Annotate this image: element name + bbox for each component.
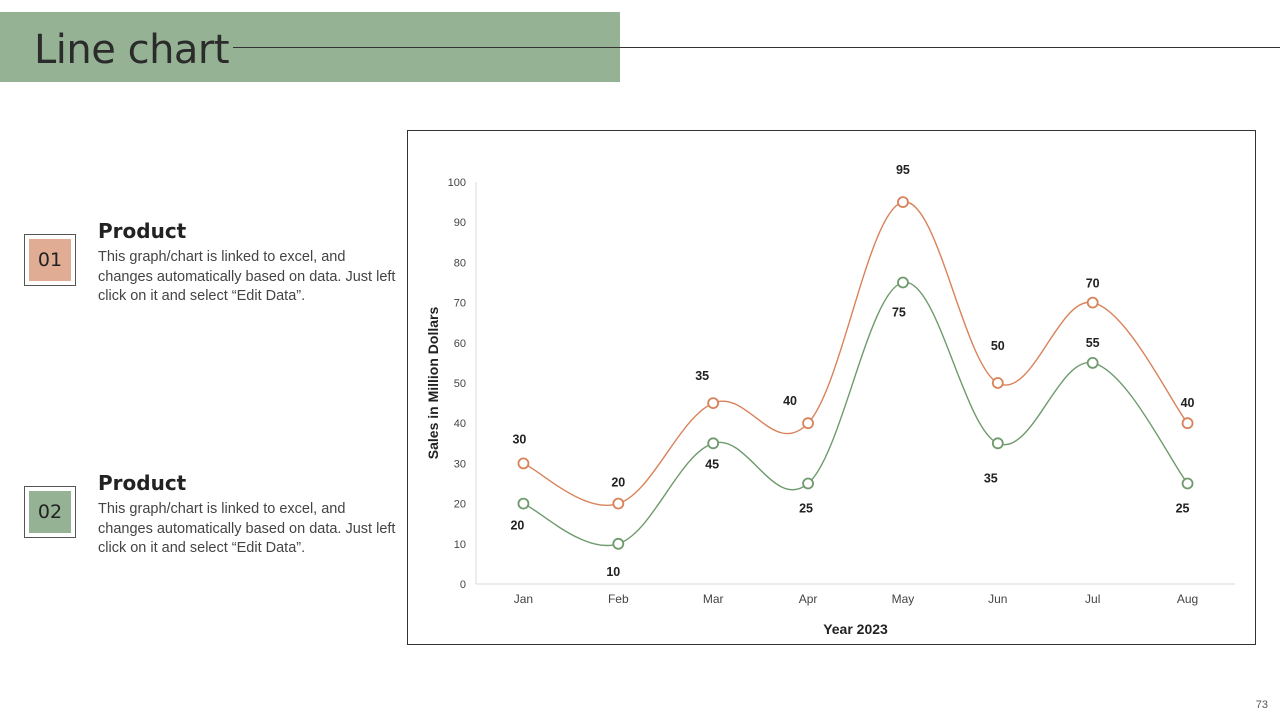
data-label-1-apr: 40 <box>783 394 797 408</box>
series-line-2 <box>523 281 1189 547</box>
data-label-2-aug: 25 <box>1176 502 1190 516</box>
data-label-2-jun: 35 <box>984 471 998 485</box>
x-tick-label: Mar <box>703 592 724 606</box>
data-label-1-jan: 30 <box>512 432 526 446</box>
y-tick-label: 70 <box>454 298 466 310</box>
product-description-2: This graph/chart is linked to excel, and… <box>98 501 396 556</box>
y-tick-label: 0 <box>460 579 466 591</box>
product-heading-2: Product <box>98 471 187 495</box>
y-tick-label: 20 <box>454 499 466 511</box>
x-tick-label: Feb <box>608 592 629 606</box>
data-point-1-may <box>897 196 909 208</box>
y-tick-label: 10 <box>454 539 466 551</box>
number-badge-2: 02 <box>24 486 76 538</box>
y-tick-label: 40 <box>454 418 466 430</box>
data-label-1-jun: 50 <box>991 339 1005 353</box>
number-badge-fill-2: 02 <box>29 491 71 533</box>
data-label-2-apr: 25 <box>799 502 813 516</box>
data-label-1-feb: 20 <box>611 476 625 490</box>
data-point-2-aug <box>1181 477 1194 490</box>
x-tick-label: Jan <box>514 592 533 606</box>
x-tick-label: May <box>892 592 915 606</box>
y-tick-label: 60 <box>454 338 466 350</box>
y-axis-title: Sales in Million Dollars <box>425 307 441 460</box>
number-badge-1: 01 <box>24 234 76 286</box>
data-point-2-mar <box>707 437 720 450</box>
data-point-2-jul <box>1086 356 1099 369</box>
line-chart[interactable]: 0 10 20 30 40 50 60 70 80 90 100 Jan Feb Mar Apr May Jun… <box>408 131 1255 644</box>
y-tick-label: 80 <box>454 257 466 269</box>
number-badge-fill-1: 01 <box>29 239 71 281</box>
data-point-1-mar <box>707 397 720 410</box>
title-divider <box>233 47 1280 48</box>
x-tick-label: Apr <box>799 592 818 606</box>
data-point-2-jan <box>517 497 530 510</box>
product-heading-1: Product <box>98 219 187 243</box>
x-tick-label: Jul <box>1085 592 1100 606</box>
x-tick-label: Aug <box>1177 592 1198 606</box>
x-tick-label: Jun <box>988 592 1007 606</box>
data-point-2-jun <box>991 437 1004 450</box>
chart-frame[interactable]: 0 10 20 30 40 50 60 70 80 90 100 Jan Feb Mar Apr May Jun… <box>407 130 1256 645</box>
data-label-1-aug: 40 <box>1181 396 1195 410</box>
data-label-2-jan: 20 <box>510 519 524 533</box>
data-point-1-aug <box>1181 417 1194 430</box>
data-label-2-jul: 55 <box>1086 336 1100 350</box>
y-tick-label: 90 <box>454 217 466 229</box>
data-label-2-may: 75 <box>892 306 906 320</box>
data-point-2-feb <box>612 537 625 550</box>
data-label-2-feb: 10 <box>606 565 620 579</box>
product-description-1: This graph/chart is linked to excel, and… <box>98 249 396 304</box>
data-point-1-jan <box>517 457 530 470</box>
data-label-1-jul: 70 <box>1086 277 1100 291</box>
data-label-2-mar: 45 <box>705 457 719 471</box>
data-label-1-may: 95 <box>896 163 910 177</box>
series-line-1 <box>523 201 1189 506</box>
y-tick-label: 100 <box>448 177 466 189</box>
data-point-1-feb <box>612 497 625 510</box>
page-number: 73 <box>1255 699 1268 711</box>
y-tick-label: 50 <box>454 378 466 390</box>
y-tick-label: 30 <box>454 458 466 470</box>
data-point-2-apr <box>802 477 814 490</box>
data-point-1-jul <box>1086 296 1099 309</box>
data-point-1-jun <box>991 377 1004 389</box>
x-axis-title: Year 2023 <box>823 621 888 637</box>
page-title: Line chart <box>34 27 230 73</box>
data-label-1-mar: 35 <box>695 369 709 383</box>
data-point-2-may <box>897 276 909 289</box>
data-point-1-apr <box>802 417 814 430</box>
